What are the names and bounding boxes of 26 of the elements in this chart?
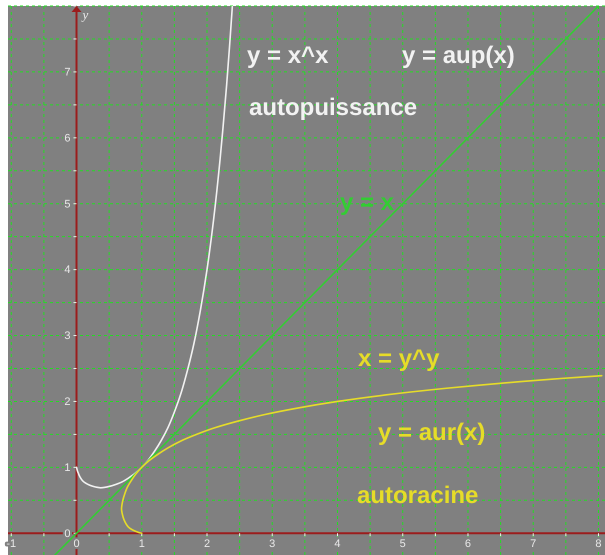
annotation: y = aur(x) bbox=[378, 419, 486, 446]
y-tick-label: 2 bbox=[64, 396, 71, 408]
y-tick-label: 6 bbox=[64, 132, 71, 144]
y-axis-title: y bbox=[80, 7, 89, 22]
x-tick-label: 8 bbox=[595, 538, 602, 550]
line-series bbox=[76, 6, 234, 489]
y-tick-label: 3 bbox=[64, 330, 71, 342]
line-series bbox=[54, 6, 600, 555]
y-tick-label: 4 bbox=[64, 264, 71, 276]
x-tick-label: 2 bbox=[204, 538, 210, 550]
y-tick-label: 5 bbox=[64, 198, 71, 210]
x-tick-label: 3 bbox=[269, 538, 276, 550]
annotation: autoracine bbox=[357, 482, 478, 509]
series-label: x = y^y bbox=[358, 345, 440, 372]
x-tick-label: 7 bbox=[530, 538, 536, 550]
annotation: y = aup(x) bbox=[402, 42, 515, 69]
y-tick-label: 7 bbox=[64, 66, 71, 78]
x-tick-label: 4 bbox=[334, 538, 341, 550]
x-tick-label: 1 bbox=[138, 538, 145, 550]
x-tick-label: 5 bbox=[400, 538, 406, 550]
annotation: autopuissance bbox=[249, 94, 418, 121]
series-label: y = x bbox=[340, 189, 395, 216]
series-label: y = x^x bbox=[247, 42, 330, 69]
y-tick-label: 1 bbox=[64, 462, 71, 474]
line-series bbox=[120, 374, 603, 534]
x-tick-label: 6 bbox=[464, 538, 472, 550]
